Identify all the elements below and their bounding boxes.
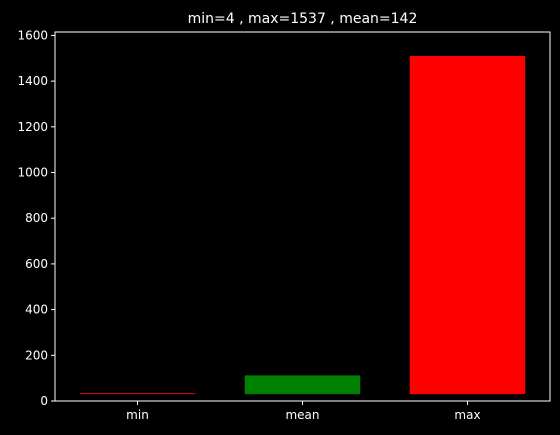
y-tick-label: 1000: [17, 166, 48, 180]
x-tick-label-mean: mean: [285, 408, 319, 422]
y-tick-label: 200: [25, 348, 48, 362]
y-tick-label: 1200: [17, 120, 48, 134]
bar-mean: [244, 375, 361, 395]
y-tick-label: 600: [25, 257, 48, 271]
x-tick-label-min: min: [126, 408, 149, 422]
bars-layer: [79, 55, 526, 395]
y-tick-label: 800: [25, 211, 48, 225]
bar-min: [79, 393, 196, 395]
x-tick-label-max: max: [454, 408, 480, 422]
y-tick-label: 400: [25, 303, 48, 317]
x-axis: min mean max: [126, 401, 481, 422]
bar-max: [409, 55, 526, 395]
chart-title: min=4 , max=1537 , mean=142: [188, 11, 418, 27]
y-axis: 0 200 400 600 800 1000 1200 1400 1600: [17, 28, 55, 408]
plot-frame: [54, 31, 551, 402]
y-tick-label: 1400: [17, 74, 48, 88]
y-tick-label: 0: [40, 394, 48, 408]
y-tick-label: 1600: [17, 28, 48, 42]
